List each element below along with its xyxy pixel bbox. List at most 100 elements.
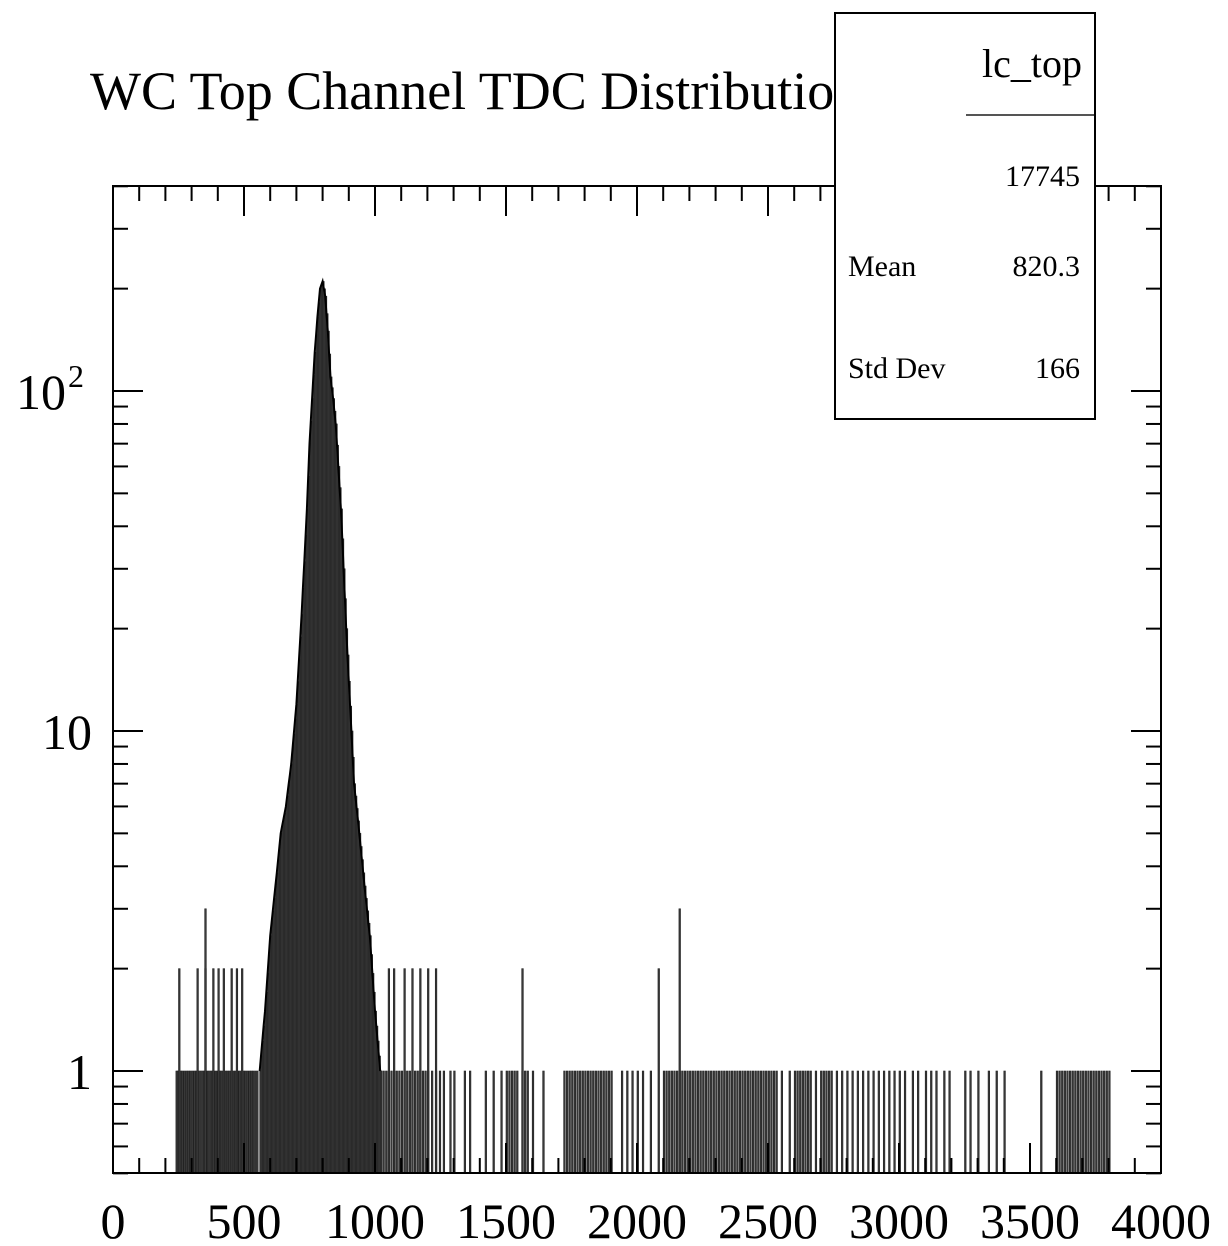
histogram-bin bbox=[877, 1070, 880, 1174]
histogram-bin bbox=[256, 1070, 259, 1174]
histogram-bin bbox=[178, 968, 181, 1174]
histogram-bin bbox=[185, 1070, 188, 1174]
histogram-bin bbox=[217, 968, 220, 1174]
stats-mean-label: Mean bbox=[848, 250, 917, 283]
histogram-bin bbox=[586, 1070, 590, 1174]
histogram-bin bbox=[605, 1070, 608, 1174]
histogram-bin bbox=[413, 1070, 417, 1174]
histogram-bin bbox=[893, 1070, 896, 1174]
histogram-bin bbox=[707, 1070, 710, 1174]
histogram-bin bbox=[576, 1070, 579, 1174]
histogram-bin bbox=[825, 1070, 828, 1174]
histogram-bin bbox=[526, 1070, 529, 1174]
histogram-bin bbox=[390, 1070, 393, 1174]
histogram-bin bbox=[224, 1070, 228, 1174]
histogram-bin bbox=[246, 1070, 249, 1174]
histogram-bin bbox=[1076, 1070, 1080, 1174]
histogram-bin bbox=[788, 1070, 791, 1174]
histogram-bin bbox=[385, 1070, 388, 1174]
x-tick-label: 0 bbox=[101, 1193, 126, 1246]
histogram-bin bbox=[209, 1070, 212, 1174]
histogram-bin bbox=[406, 1070, 409, 1174]
histogram-bin bbox=[804, 1070, 807, 1174]
histogram-bin bbox=[181, 1070, 184, 1174]
histogram-bin bbox=[1084, 1070, 1087, 1174]
histogram-bin bbox=[856, 1070, 859, 1174]
histogram-bin bbox=[948, 1070, 951, 1174]
histogram-bin bbox=[424, 1070, 427, 1174]
histogram-bin bbox=[513, 1070, 516, 1174]
histogram-bin bbox=[204, 908, 207, 1174]
histogram-bin bbox=[657, 968, 660, 1174]
stats-separator bbox=[966, 114, 1094, 116]
histogram-bin bbox=[827, 1070, 831, 1174]
histogram-bin bbox=[749, 1070, 752, 1174]
histogram-bin bbox=[809, 1070, 812, 1174]
histogram-bin bbox=[917, 1070, 920, 1174]
y-tick-label: 1 bbox=[67, 1044, 92, 1100]
histogram-bin bbox=[835, 1070, 839, 1174]
histogram-bin bbox=[775, 1070, 778, 1174]
statistics-box: lc_top 17745 Mean 820.3 Std Dev 166 bbox=[834, 12, 1096, 420]
histogram-bin bbox=[427, 968, 430, 1174]
histogram-bin bbox=[416, 1070, 419, 1174]
histogram-bin bbox=[733, 1070, 736, 1174]
histogram-bin bbox=[728, 1070, 731, 1174]
histogram-bin bbox=[759, 1070, 763, 1174]
histogram-bin bbox=[694, 1070, 697, 1174]
x-axis-tick-labels: 0 500 1000 1500 2000 2500 3000 3500 4000 bbox=[101, 1193, 1212, 1246]
histogram-bin bbox=[516, 1070, 519, 1174]
histogram-bin bbox=[1105, 1070, 1108, 1174]
histogram-bin bbox=[382, 1070, 385, 1174]
histogram-bin bbox=[521, 968, 524, 1174]
histogram-bin bbox=[911, 1070, 914, 1174]
histogram-bin bbox=[757, 1070, 760, 1174]
histogram-bin bbox=[710, 1070, 713, 1174]
histogram-bin bbox=[691, 1070, 694, 1174]
histogram-bin bbox=[702, 1070, 705, 1174]
histogram-bin bbox=[738, 1070, 742, 1174]
histogram-bin bbox=[675, 1070, 679, 1174]
histogram-bin bbox=[995, 1070, 998, 1174]
histogram-bin bbox=[626, 1070, 629, 1174]
histogram-bin bbox=[568, 1070, 571, 1174]
histogram-bin bbox=[720, 1070, 723, 1174]
histogram-bin bbox=[770, 1070, 773, 1174]
histogram-bin bbox=[241, 968, 244, 1174]
histogram-bin bbox=[449, 1070, 452, 1174]
histogram-bin bbox=[252, 1070, 255, 1174]
histogram-bin bbox=[393, 968, 396, 1174]
histogram-bin bbox=[744, 1070, 747, 1174]
histogram-bin bbox=[524, 1070, 527, 1174]
histogram-bin bbox=[731, 1070, 734, 1174]
histogram-bin bbox=[668, 1070, 671, 1174]
histogram-bin bbox=[579, 1070, 582, 1174]
histogram-bin bbox=[723, 1070, 726, 1174]
histogram-bin bbox=[772, 1070, 776, 1174]
histogram-bin bbox=[683, 1070, 687, 1174]
histogram-bin bbox=[411, 968, 414, 1174]
histogram-bin bbox=[1089, 1070, 1093, 1174]
histogram-bin bbox=[1063, 1070, 1066, 1174]
histogram-bin bbox=[398, 1070, 401, 1174]
histogram-bin bbox=[862, 1070, 865, 1174]
histogram-bin bbox=[1071, 1070, 1074, 1174]
histogram-bin bbox=[508, 1070, 511, 1174]
histogram-bin bbox=[793, 1070, 797, 1174]
stats-entries-value: 17745 bbox=[1005, 160, 1080, 193]
x-tick-label: 3000 bbox=[849, 1193, 949, 1246]
histogram-bin bbox=[670, 1070, 673, 1174]
histogram-bin bbox=[187, 1070, 190, 1174]
histogram-bin bbox=[846, 1070, 849, 1174]
histogram-bin bbox=[463, 1070, 466, 1174]
histogram-bin bbox=[607, 1070, 611, 1174]
histogram-bin bbox=[191, 1070, 194, 1174]
histogram-bin bbox=[814, 1070, 818, 1174]
histogram-bin bbox=[222, 968, 225, 1174]
histogram-bin bbox=[484, 1070, 487, 1174]
y-tick-label-exponent: 2 bbox=[68, 358, 84, 394]
histogram-bin bbox=[201, 1070, 204, 1174]
histogram-bin bbox=[969, 1070, 972, 1174]
